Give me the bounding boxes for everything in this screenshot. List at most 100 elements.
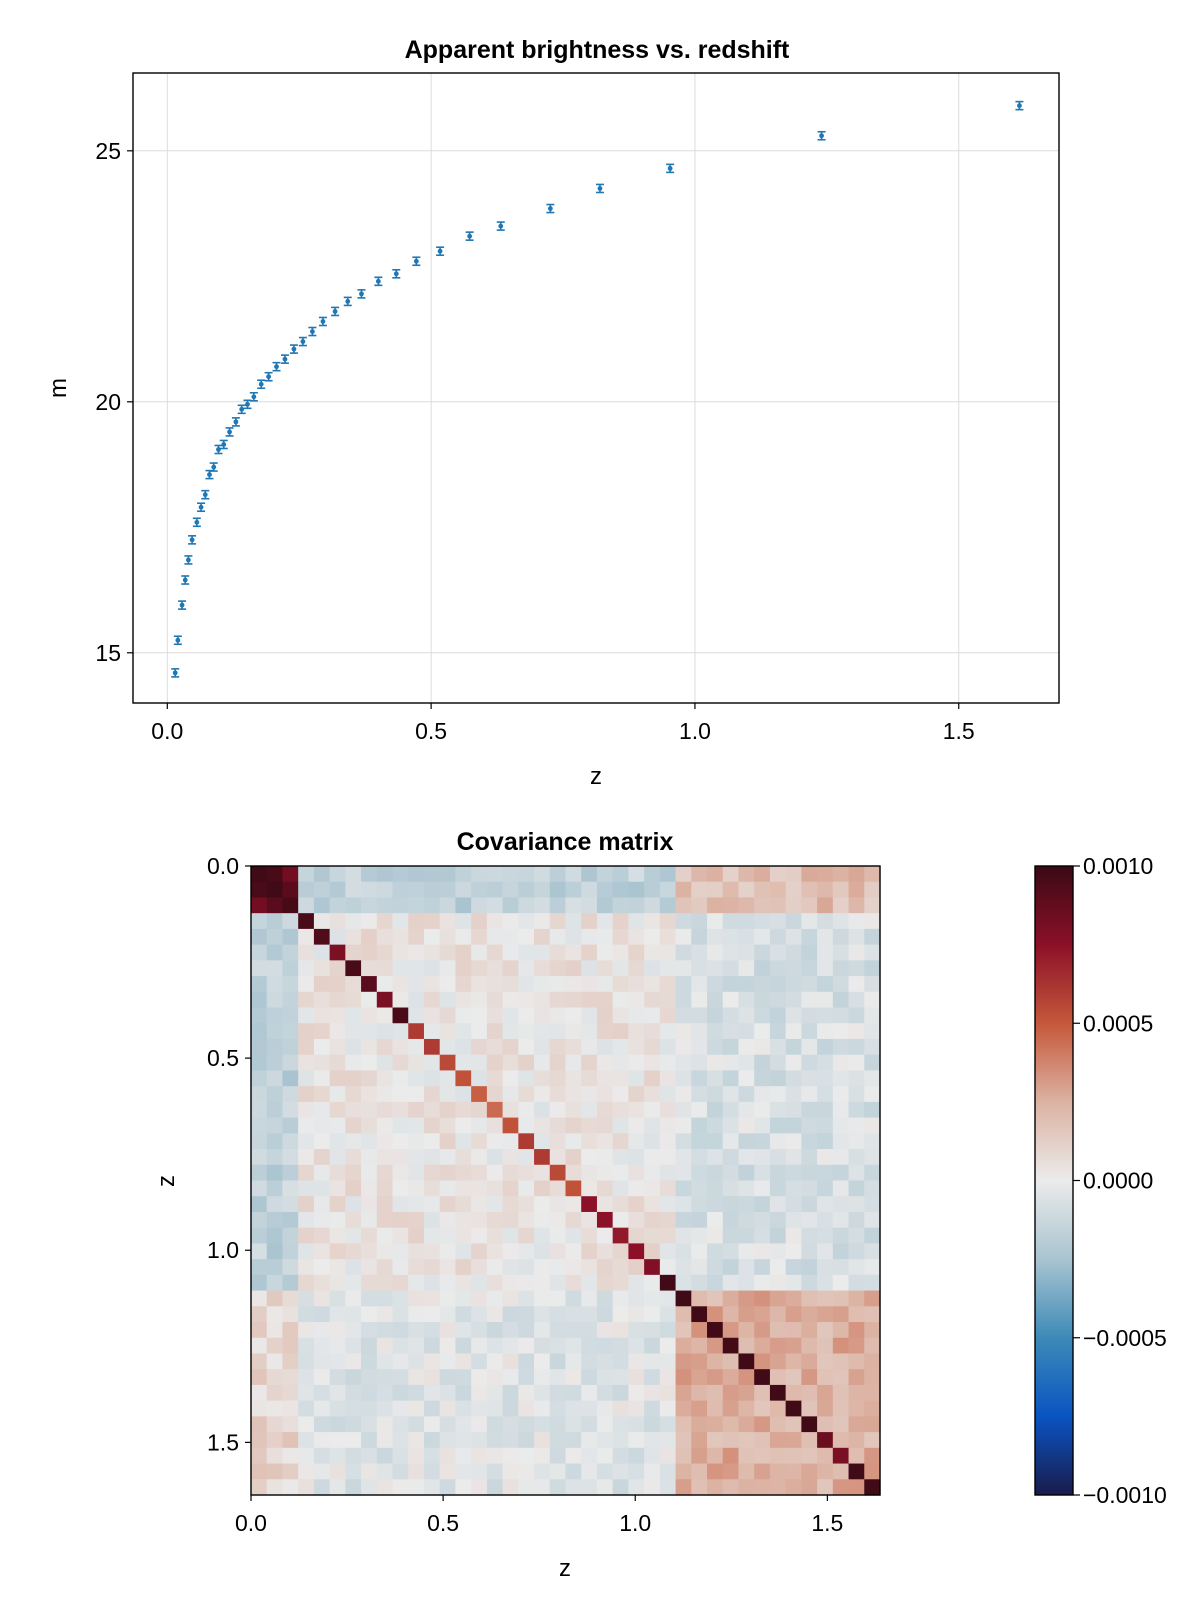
heatmap-cell — [313, 1322, 331, 1339]
heatmap-cell — [486, 897, 504, 914]
heatmap-cell — [769, 1416, 787, 1433]
heatmap-cell — [455, 1023, 472, 1040]
heatmap-cell — [722, 1023, 740, 1040]
heatmap-cell — [282, 1211, 299, 1229]
heatmap-cell — [329, 1038, 346, 1056]
heatmap-cell — [801, 1290, 818, 1307]
heatmap-cell — [376, 960, 394, 977]
heatmap-cell — [612, 897, 629, 914]
heatmap-cell — [534, 1117, 551, 1134]
heatmap-cell — [785, 1322, 802, 1339]
data-point — [173, 635, 182, 646]
heatmap-cell — [376, 1038, 394, 1056]
heatmap-cell — [361, 960, 378, 977]
heatmap-cell — [408, 897, 425, 914]
heatmap-cell — [659, 1306, 677, 1323]
heatmap-cell — [423, 1322, 441, 1339]
heatmap-cell — [612, 1243, 629, 1260]
heatmap-cell — [361, 944, 378, 961]
heatmap-cell — [596, 1353, 614, 1370]
heatmap-cell — [518, 1337, 535, 1355]
heatmap-cell — [596, 1007, 614, 1024]
heatmap-cell — [691, 1180, 708, 1197]
heatmap-cell — [628, 1133, 645, 1150]
heatmap-cell — [785, 1353, 802, 1370]
heatmap-cell — [439, 1086, 457, 1103]
heatmap-cell — [392, 1133, 409, 1150]
heatmap-cell — [612, 1149, 629, 1166]
heatmap-cell — [471, 976, 488, 993]
heatmap-cell — [864, 1259, 881, 1276]
heatmap-cell — [707, 976, 724, 993]
heatmap-cell — [439, 1353, 457, 1370]
heatmap-cell — [801, 1463, 818, 1480]
heatmap-cell — [754, 1227, 771, 1244]
heatmap-cell — [596, 1227, 614, 1244]
heatmap-cell — [502, 1274, 519, 1292]
heatmap-cell — [486, 1180, 504, 1197]
heatmap-cell — [439, 1007, 457, 1024]
heatmap-cell — [565, 1416, 582, 1433]
heatmap-cell — [848, 881, 865, 899]
heatmap-cell — [298, 1133, 315, 1150]
heatmap-cell — [282, 1023, 299, 1040]
heatmap-cell — [801, 1086, 818, 1103]
heatmap-cell — [298, 1479, 315, 1496]
heatmap-cell — [251, 913, 268, 930]
heatmap-cell — [707, 1133, 724, 1150]
heatmap-cell — [691, 1054, 708, 1072]
heatmap-cell — [408, 1337, 425, 1355]
heatmap-cell — [471, 1369, 488, 1386]
heatmap-cell — [251, 1337, 268, 1355]
heatmap-cell — [769, 1117, 787, 1134]
data-point — [257, 379, 266, 390]
heatmap-cell — [659, 913, 677, 930]
heatmap-cell — [282, 1353, 299, 1370]
heatmap-cell — [644, 1463, 661, 1480]
heatmap-cell — [769, 1007, 787, 1024]
heatmap-cell — [596, 1023, 614, 1040]
heatmap-cell — [408, 976, 425, 993]
heatmap-cell — [376, 1164, 394, 1182]
heatmap-cell — [722, 1227, 740, 1244]
heatmap-cell — [266, 1101, 284, 1119]
heatmap-cell — [848, 960, 865, 977]
heatmap-cell — [848, 1023, 865, 1040]
heatmap-cell — [832, 1038, 850, 1056]
heatmap-cell — [549, 897, 567, 914]
heatmap-cell — [596, 1243, 614, 1260]
heatmap-cell — [691, 976, 708, 993]
heatmap-cell — [722, 1117, 740, 1134]
heatmap-cell — [754, 1447, 771, 1465]
heatmap-cell — [769, 1353, 787, 1370]
heatmap-cell — [534, 1038, 551, 1056]
heatmap-cell — [392, 1353, 409, 1370]
heatmap-cell — [707, 991, 724, 1009]
heatmap-cell — [691, 1164, 708, 1182]
heatmap-cell — [565, 1447, 582, 1465]
heatmap-cell — [628, 881, 645, 899]
heatmap-cell — [471, 928, 488, 946]
heatmap-cell — [848, 1432, 865, 1449]
heatmap-cell — [722, 976, 740, 993]
heatmap-cell — [361, 1463, 378, 1480]
heatmap-cell — [345, 1463, 362, 1480]
heatmap-cell — [785, 976, 802, 993]
heatmap-cell — [376, 1101, 394, 1119]
heatmap-cell — [644, 1369, 661, 1386]
heatmap-cell — [801, 1007, 818, 1024]
heatmap-cell — [376, 1274, 394, 1292]
heatmap-cell — [266, 1274, 284, 1292]
heatmap-cell — [785, 1180, 802, 1197]
heatmap-cell — [738, 944, 755, 961]
heatmap-cell — [329, 1274, 346, 1292]
heatmap-cell — [722, 1384, 740, 1402]
heatmap-cell — [769, 1400, 787, 1417]
heatmap-cell — [722, 1086, 740, 1103]
heatmap-cell — [486, 1416, 504, 1433]
heatmap-cell — [518, 1023, 535, 1040]
heatmap-cell — [313, 1038, 331, 1056]
heatmap-cell — [534, 1211, 551, 1229]
heatmap-cell — [581, 1337, 598, 1355]
heatmap-cell — [423, 928, 441, 946]
